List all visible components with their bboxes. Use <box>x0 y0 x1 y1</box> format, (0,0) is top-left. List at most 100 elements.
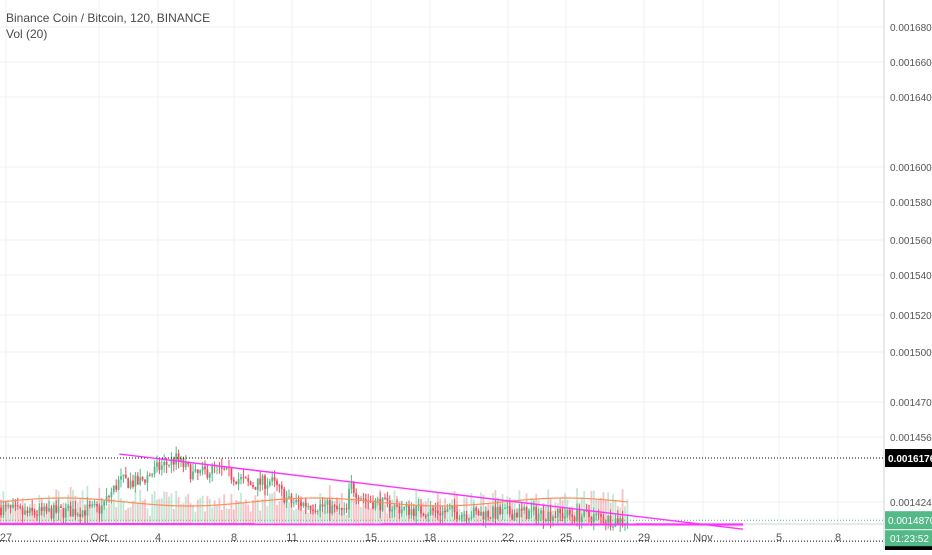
candle-body <box>173 459 175 465</box>
volume-bar <box>583 491 585 524</box>
candle-body <box>183 458 185 467</box>
candle-body <box>295 500 297 502</box>
volume-bar <box>24 507 26 524</box>
volume-bar <box>108 504 110 524</box>
candle-body <box>135 476 137 487</box>
volume-bar <box>106 507 108 524</box>
volume-bar <box>250 511 252 524</box>
volume-bar <box>293 510 295 524</box>
volume-bar <box>545 506 547 524</box>
candle-body <box>360 498 362 499</box>
volume-bar <box>459 509 461 524</box>
candle-body <box>247 478 249 481</box>
candle-body <box>111 492 113 497</box>
candle-body <box>264 476 266 489</box>
volume-bar <box>34 504 36 524</box>
candle-body <box>262 476 264 485</box>
volume-bar <box>55 489 57 524</box>
volume-bar <box>147 508 149 524</box>
volume-bar <box>77 503 79 524</box>
volume-bar <box>216 504 218 524</box>
candle-body <box>233 480 235 482</box>
volume-bar <box>115 507 117 524</box>
volume-bar <box>552 510 554 524</box>
volume-bar <box>420 508 422 524</box>
candle-body <box>540 511 542 514</box>
candle-body <box>190 465 192 480</box>
volume-bar <box>154 491 156 524</box>
candle-body <box>168 465 170 466</box>
candle-body <box>281 485 283 488</box>
volume-bar <box>211 507 213 524</box>
volume-bar <box>406 502 408 524</box>
candle-body <box>163 462 165 466</box>
volume-bar <box>442 508 444 524</box>
volume-bar <box>411 507 413 524</box>
x-tick-label: 22 <box>502 532 514 544</box>
candle-body <box>17 506 19 507</box>
candle-body <box>195 469 197 471</box>
volume-bar <box>343 510 345 524</box>
volume-bar <box>447 507 449 524</box>
volume-bar <box>540 513 542 524</box>
candle-body <box>123 475 125 477</box>
candle-body <box>283 489 285 503</box>
volume-bar <box>439 499 441 524</box>
volume-bar <box>475 507 477 524</box>
volume-bar <box>315 509 317 524</box>
volume-bar <box>283 504 285 524</box>
volume-bar <box>130 507 132 524</box>
x-tick-label: 25 <box>560 532 572 544</box>
candle-body <box>250 482 252 485</box>
candle-body <box>207 469 209 477</box>
volume-bar <box>101 505 103 524</box>
volume-bar <box>471 493 473 524</box>
candle-body <box>387 498 389 501</box>
candle-body <box>346 508 348 509</box>
volume-bar <box>586 504 588 524</box>
volume-bar <box>187 494 189 524</box>
volume-bar <box>487 504 489 524</box>
symbol-title: Binance Coin / Bitcoin, 120, BINANCE <box>6 10 210 26</box>
candle-body <box>197 469 199 473</box>
volume-bar <box>310 505 312 524</box>
volume-bar <box>36 510 38 524</box>
volume-bar <box>591 491 593 524</box>
volume-bar <box>286 493 288 524</box>
volume-bar <box>240 493 242 524</box>
candle-body <box>209 474 211 478</box>
volume-bar <box>367 502 369 524</box>
volume-bar <box>384 504 386 524</box>
volume-bar <box>46 503 48 524</box>
candle-body <box>269 481 271 485</box>
candle-body <box>271 477 273 481</box>
candle-body <box>125 475 127 479</box>
volume-bar <box>379 490 381 524</box>
volume-bar <box>151 494 153 524</box>
candle-body <box>307 506 309 507</box>
volume-bar <box>63 503 65 524</box>
candle-body <box>127 478 129 487</box>
volume-bar <box>307 513 309 524</box>
volume-bar <box>267 506 269 524</box>
volume-bar <box>526 493 528 524</box>
volume-bar <box>223 494 225 524</box>
candle-body <box>156 462 158 466</box>
volume-bar <box>499 501 501 524</box>
candle-body <box>322 504 324 506</box>
volume-bar <box>478 507 480 524</box>
volume-bar <box>233 509 235 524</box>
volume-bar <box>463 498 465 524</box>
x-tick-label: 29 <box>638 532 650 544</box>
candle-body <box>523 507 525 510</box>
volume-bar <box>87 486 89 524</box>
candle-body <box>245 477 247 478</box>
x-tick-label: 8 <box>835 532 841 544</box>
